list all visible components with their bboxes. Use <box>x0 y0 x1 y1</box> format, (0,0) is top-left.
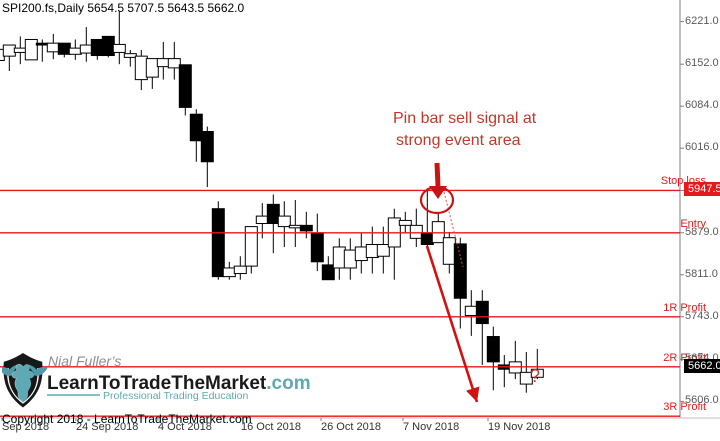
svg-text:Nial Fuller’s: Nial Fuller’s <box>48 353 121 369</box>
svg-text:Professional Trading Education: Professional Trading Education <box>103 390 248 402</box>
